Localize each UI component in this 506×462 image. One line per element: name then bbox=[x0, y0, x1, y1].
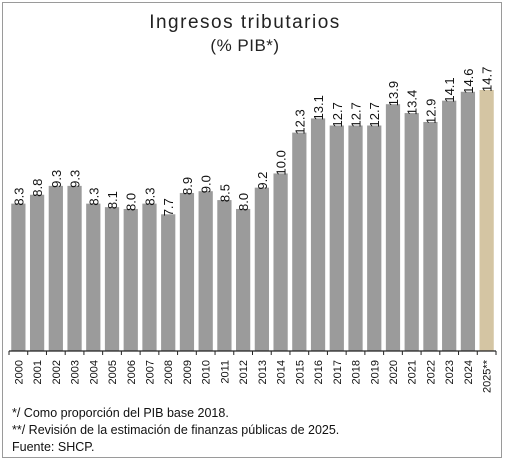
bar-2009 bbox=[179, 192, 195, 351]
value-label: 9.0 bbox=[199, 175, 214, 193]
x-tick-label: 2005 bbox=[107, 360, 119, 384]
bar-2008 bbox=[161, 214, 176, 351]
value-label: 9.3 bbox=[49, 170, 64, 188]
value-label: 8.0 bbox=[124, 193, 139, 211]
chart-title: Ingresos tributarios bbox=[149, 12, 341, 33]
bar-2013 bbox=[254, 187, 269, 351]
x-tick-label: 2001 bbox=[32, 360, 44, 384]
value-label: 8.1 bbox=[105, 191, 120, 209]
chart-subtitle: (% PIB*) bbox=[210, 36, 280, 55]
bar-2003 bbox=[67, 185, 82, 351]
value-label: 9.2 bbox=[255, 172, 270, 190]
value-label: 10.0 bbox=[274, 150, 289, 175]
bar-2000 bbox=[11, 203, 26, 351]
value-label: 12.7 bbox=[330, 102, 345, 127]
x-tick-label: 2022 bbox=[425, 360, 437, 384]
x-tick-label: 2004 bbox=[88, 360, 100, 384]
bar-2001 bbox=[29, 194, 45, 351]
value-label: 8.9 bbox=[180, 177, 195, 195]
bar-2006 bbox=[123, 208, 138, 351]
value-label: 12.3 bbox=[292, 109, 307, 134]
value-label: 13.9 bbox=[386, 81, 401, 106]
x-tick-label: 2000 bbox=[13, 360, 25, 384]
footnotes: */ Como proporción del PIB base 2018. **… bbox=[12, 405, 339, 456]
bar-2024 bbox=[460, 91, 476, 351]
value-label: 8.0 bbox=[236, 193, 251, 211]
x-tick-label: 2019 bbox=[369, 360, 381, 384]
value-label: 7.7 bbox=[161, 198, 176, 216]
x-tick-label: 2012 bbox=[238, 360, 250, 384]
x-tick-label: 2009 bbox=[182, 360, 194, 384]
value-label: 14.6 bbox=[461, 68, 476, 93]
x-tick-label: 2003 bbox=[70, 360, 82, 384]
bar-2023 bbox=[442, 100, 457, 352]
bar-2020 bbox=[385, 104, 401, 351]
value-label: 8.3 bbox=[86, 188, 101, 206]
x-tick-label: 2021 bbox=[407, 360, 419, 384]
bar-2014 bbox=[273, 173, 288, 351]
bar-2022 bbox=[423, 121, 438, 352]
value-label: 8.3 bbox=[142, 188, 157, 206]
bar-2010 bbox=[198, 191, 213, 351]
value-label: 12.9 bbox=[423, 99, 438, 124]
bar-2011 bbox=[217, 200, 232, 351]
bar-2025 bbox=[479, 90, 494, 351]
bar-2005 bbox=[104, 207, 120, 351]
bar-2021 bbox=[404, 113, 419, 351]
bar-2018 bbox=[348, 125, 363, 351]
footnote-pib-base: */ Como proporción del PIB base 2018. bbox=[12, 406, 229, 420]
bar-2002 bbox=[48, 185, 63, 351]
bar-2019 bbox=[367, 125, 382, 351]
x-tick-label: 2023 bbox=[444, 360, 456, 384]
bar-2017 bbox=[329, 125, 344, 351]
x-tick-label: 2017 bbox=[332, 360, 344, 384]
footnote-revision: **/ Revisión de la estimación de finanza… bbox=[12, 423, 340, 437]
x-tick-label: 2014 bbox=[276, 360, 288, 384]
x-tick-label: 2016 bbox=[313, 360, 325, 384]
value-label: 8.3 bbox=[11, 188, 26, 206]
bar-chart: 8.3 2000 8.8 2001 9.3 2002 9.3 2003 8.3 2004 8.1 20… bbox=[8, 67, 497, 393]
value-label: 14.1 bbox=[442, 77, 457, 102]
bar-2004 bbox=[86, 203, 101, 351]
value-label: 13.4 bbox=[405, 90, 420, 115]
value-label: 8.5 bbox=[217, 184, 232, 202]
value-label: 9.3 bbox=[68, 170, 83, 188]
bar-2012 bbox=[236, 208, 251, 351]
x-tick-label: 2010 bbox=[201, 360, 213, 384]
bar-2016 bbox=[310, 118, 326, 351]
value-label: 13.1 bbox=[311, 95, 326, 120]
x-tick-label: 2013 bbox=[257, 360, 269, 384]
x-tick-label: 2007 bbox=[144, 360, 156, 384]
bar-2015 bbox=[292, 132, 307, 351]
value-label: 8.8 bbox=[30, 179, 45, 197]
footnote-source: Fuente: SHCP. bbox=[12, 440, 95, 454]
x-tick-label: 2024 bbox=[463, 360, 475, 384]
x-tick-label: 2018 bbox=[351, 360, 363, 384]
x-tick-label: 2008 bbox=[163, 360, 175, 384]
value-label: 12.7 bbox=[367, 102, 382, 127]
x-tick-label: 2011 bbox=[219, 360, 231, 384]
x-tick-label: 2015 bbox=[294, 360, 306, 384]
value-label: 14.7 bbox=[480, 67, 495, 92]
bar-2007 bbox=[142, 203, 157, 351]
x-tick-label: 2025** bbox=[482, 359, 494, 393]
x-tick-label: 2020 bbox=[388, 360, 400, 384]
value-label: 12.7 bbox=[349, 102, 364, 127]
x-tick-label: 2006 bbox=[126, 360, 138, 384]
x-tick-label: 2002 bbox=[51, 360, 63, 384]
